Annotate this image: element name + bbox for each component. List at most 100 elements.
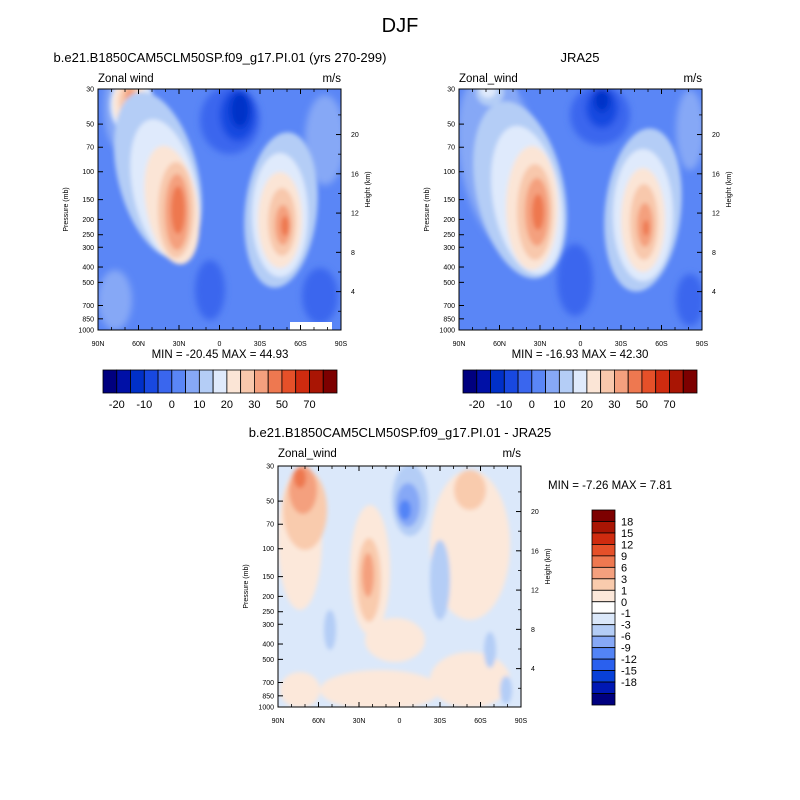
colorbar-swatch — [558, 369, 574, 394]
y-tick-label: 400 — [443, 265, 455, 272]
y-tick-label: 250 — [443, 232, 455, 239]
y-tick-label: 100 — [443, 169, 455, 176]
x-tick-label: 0 — [218, 341, 222, 348]
colorbar-swatch — [226, 369, 242, 394]
colorbar-label: -1 — [621, 608, 631, 620]
y2-tick-label: 4 — [351, 289, 355, 296]
y-tick-label: 850 — [443, 316, 455, 323]
colorbar-swatch — [490, 369, 505, 394]
y-tick-label: 850 — [82, 316, 94, 323]
y-tick-label: 150 — [82, 197, 94, 204]
figure-title: DJF — [382, 15, 419, 37]
units-label: m/s — [683, 73, 702, 85]
colorbar-swatch — [531, 369, 546, 394]
y2-tick-label: 8 — [531, 627, 535, 634]
y-tick-label: 700 — [82, 303, 94, 310]
y-tick-label: 500 — [82, 280, 94, 287]
colorbar-label: 1 — [621, 585, 627, 597]
colorbar-label: 9 — [621, 551, 627, 563]
colorbar-label: -10 — [496, 399, 512, 411]
colorbar-swatch — [591, 509, 616, 522]
y-tick-label: 500 — [262, 657, 274, 664]
y2-tick-label: 4 — [531, 666, 535, 673]
colorbar-swatch — [143, 369, 159, 394]
colorbar-swatch — [322, 369, 338, 394]
x-tick-label: 0 — [398, 718, 402, 725]
colorbar-swatch — [591, 693, 616, 706]
colorbar-label: 50 — [636, 399, 648, 411]
panel-title: JRA25 — [560, 50, 599, 65]
y2-axis-label: Height (km) — [726, 171, 733, 207]
colorbar-swatch — [591, 521, 616, 534]
min-max-label: MIN = -7.26 MAX = 7.81 — [548, 480, 672, 492]
y-tick-label: 50 — [266, 499, 274, 506]
colorbar-swatch — [130, 369, 145, 394]
y2-tick-label: 12 — [712, 211, 720, 218]
colorbar-swatch — [545, 369, 560, 394]
colorbar-label: 15 — [621, 528, 633, 540]
colorbar-label: 3 — [621, 574, 627, 586]
colorbar-label: 30 — [608, 399, 620, 411]
colorbar-swatch — [655, 369, 670, 394]
colorbar-swatch — [591, 681, 616, 694]
x-tick-label: 60N — [132, 341, 145, 348]
units-label: m/s — [502, 448, 521, 460]
y-tick-label: 250 — [262, 609, 274, 616]
y2-tick-label: 16 — [531, 548, 539, 555]
colorbar-label: 50 — [276, 399, 288, 411]
x-tick-label: 60S — [655, 341, 668, 348]
y-tick-label: 500 — [443, 280, 455, 287]
colorbar-swatch — [116, 369, 131, 394]
y-tick-label: 300 — [262, 622, 274, 629]
y-tick-label: 50 — [447, 122, 455, 129]
colorbar-swatch — [641, 369, 657, 394]
colorbar-swatch — [309, 369, 324, 394]
y-tick-label: 200 — [443, 217, 455, 224]
colorbar-label: -3 — [621, 620, 631, 632]
panel-model: b.e21.B1850CAM5CLM50SP.f09_g17.PI.01 (yr… — [54, 50, 387, 411]
colorbar-swatch — [462, 369, 478, 394]
contour-field — [278, 466, 521, 707]
y-tick-label: 100 — [82, 169, 94, 176]
y-tick-label: 100 — [262, 546, 274, 553]
x-tick-label: 90N — [92, 341, 105, 348]
colorbar-label: -9 — [621, 643, 631, 655]
colorbar-label: 10 — [553, 399, 565, 411]
colorbar-swatch — [591, 670, 616, 683]
y-tick-label: 400 — [82, 265, 94, 272]
min-max-label: MIN = -16.93 MAX = 42.30 — [512, 349, 649, 361]
x-tick-label: 90S — [335, 341, 348, 348]
colorbar-swatch — [591, 566, 616, 580]
colorbar-label: 0 — [169, 399, 175, 411]
colorbar-label: 12 — [621, 539, 633, 551]
colorbar-swatch — [254, 369, 269, 394]
y-tick-label: 1000 — [439, 328, 455, 335]
x-tick-label: 30S — [254, 341, 267, 348]
colorbar-label: -20 — [469, 399, 485, 411]
variable-label: Zonal_wind — [278, 448, 337, 460]
panel-obs: JRA25 Zonal_wind m/s — [424, 50, 733, 411]
colorbar: -20 -10 0 10 20 30 50 70 — [102, 369, 338, 411]
colorbar: -20 -10 0 10 20 30 50 70 — [462, 369, 698, 411]
colorbar-label: 0 — [529, 399, 535, 411]
colorbar-swatch — [591, 647, 616, 660]
x-tick-label: 60S — [294, 341, 307, 348]
x-tick-label: 30S — [615, 341, 628, 348]
y2-tick-label: 16 — [712, 171, 720, 178]
colorbar-swatch — [591, 624, 616, 637]
colorbar-swatch — [591, 532, 616, 545]
y-tick-label: 700 — [443, 303, 455, 310]
colorbar-label: 20 — [221, 399, 233, 411]
axes: 90N 60N 30N 0 30S 60S 90S 30 50 70 100 150 200 250 300… — [243, 464, 552, 726]
colorbar-label: 20 — [581, 399, 593, 411]
y-tick-label: 400 — [262, 642, 274, 649]
colorbar-swatch — [627, 369, 643, 394]
colorbar-swatch — [614, 369, 629, 394]
y-tick-label: 30 — [86, 87, 94, 94]
colorbar-swatch — [600, 369, 615, 394]
colorbar-swatch — [591, 578, 616, 591]
y-tick-label: 1000 — [78, 328, 94, 335]
y2-tick-label: 8 — [351, 250, 355, 257]
y-tick-label: 50 — [86, 122, 94, 129]
